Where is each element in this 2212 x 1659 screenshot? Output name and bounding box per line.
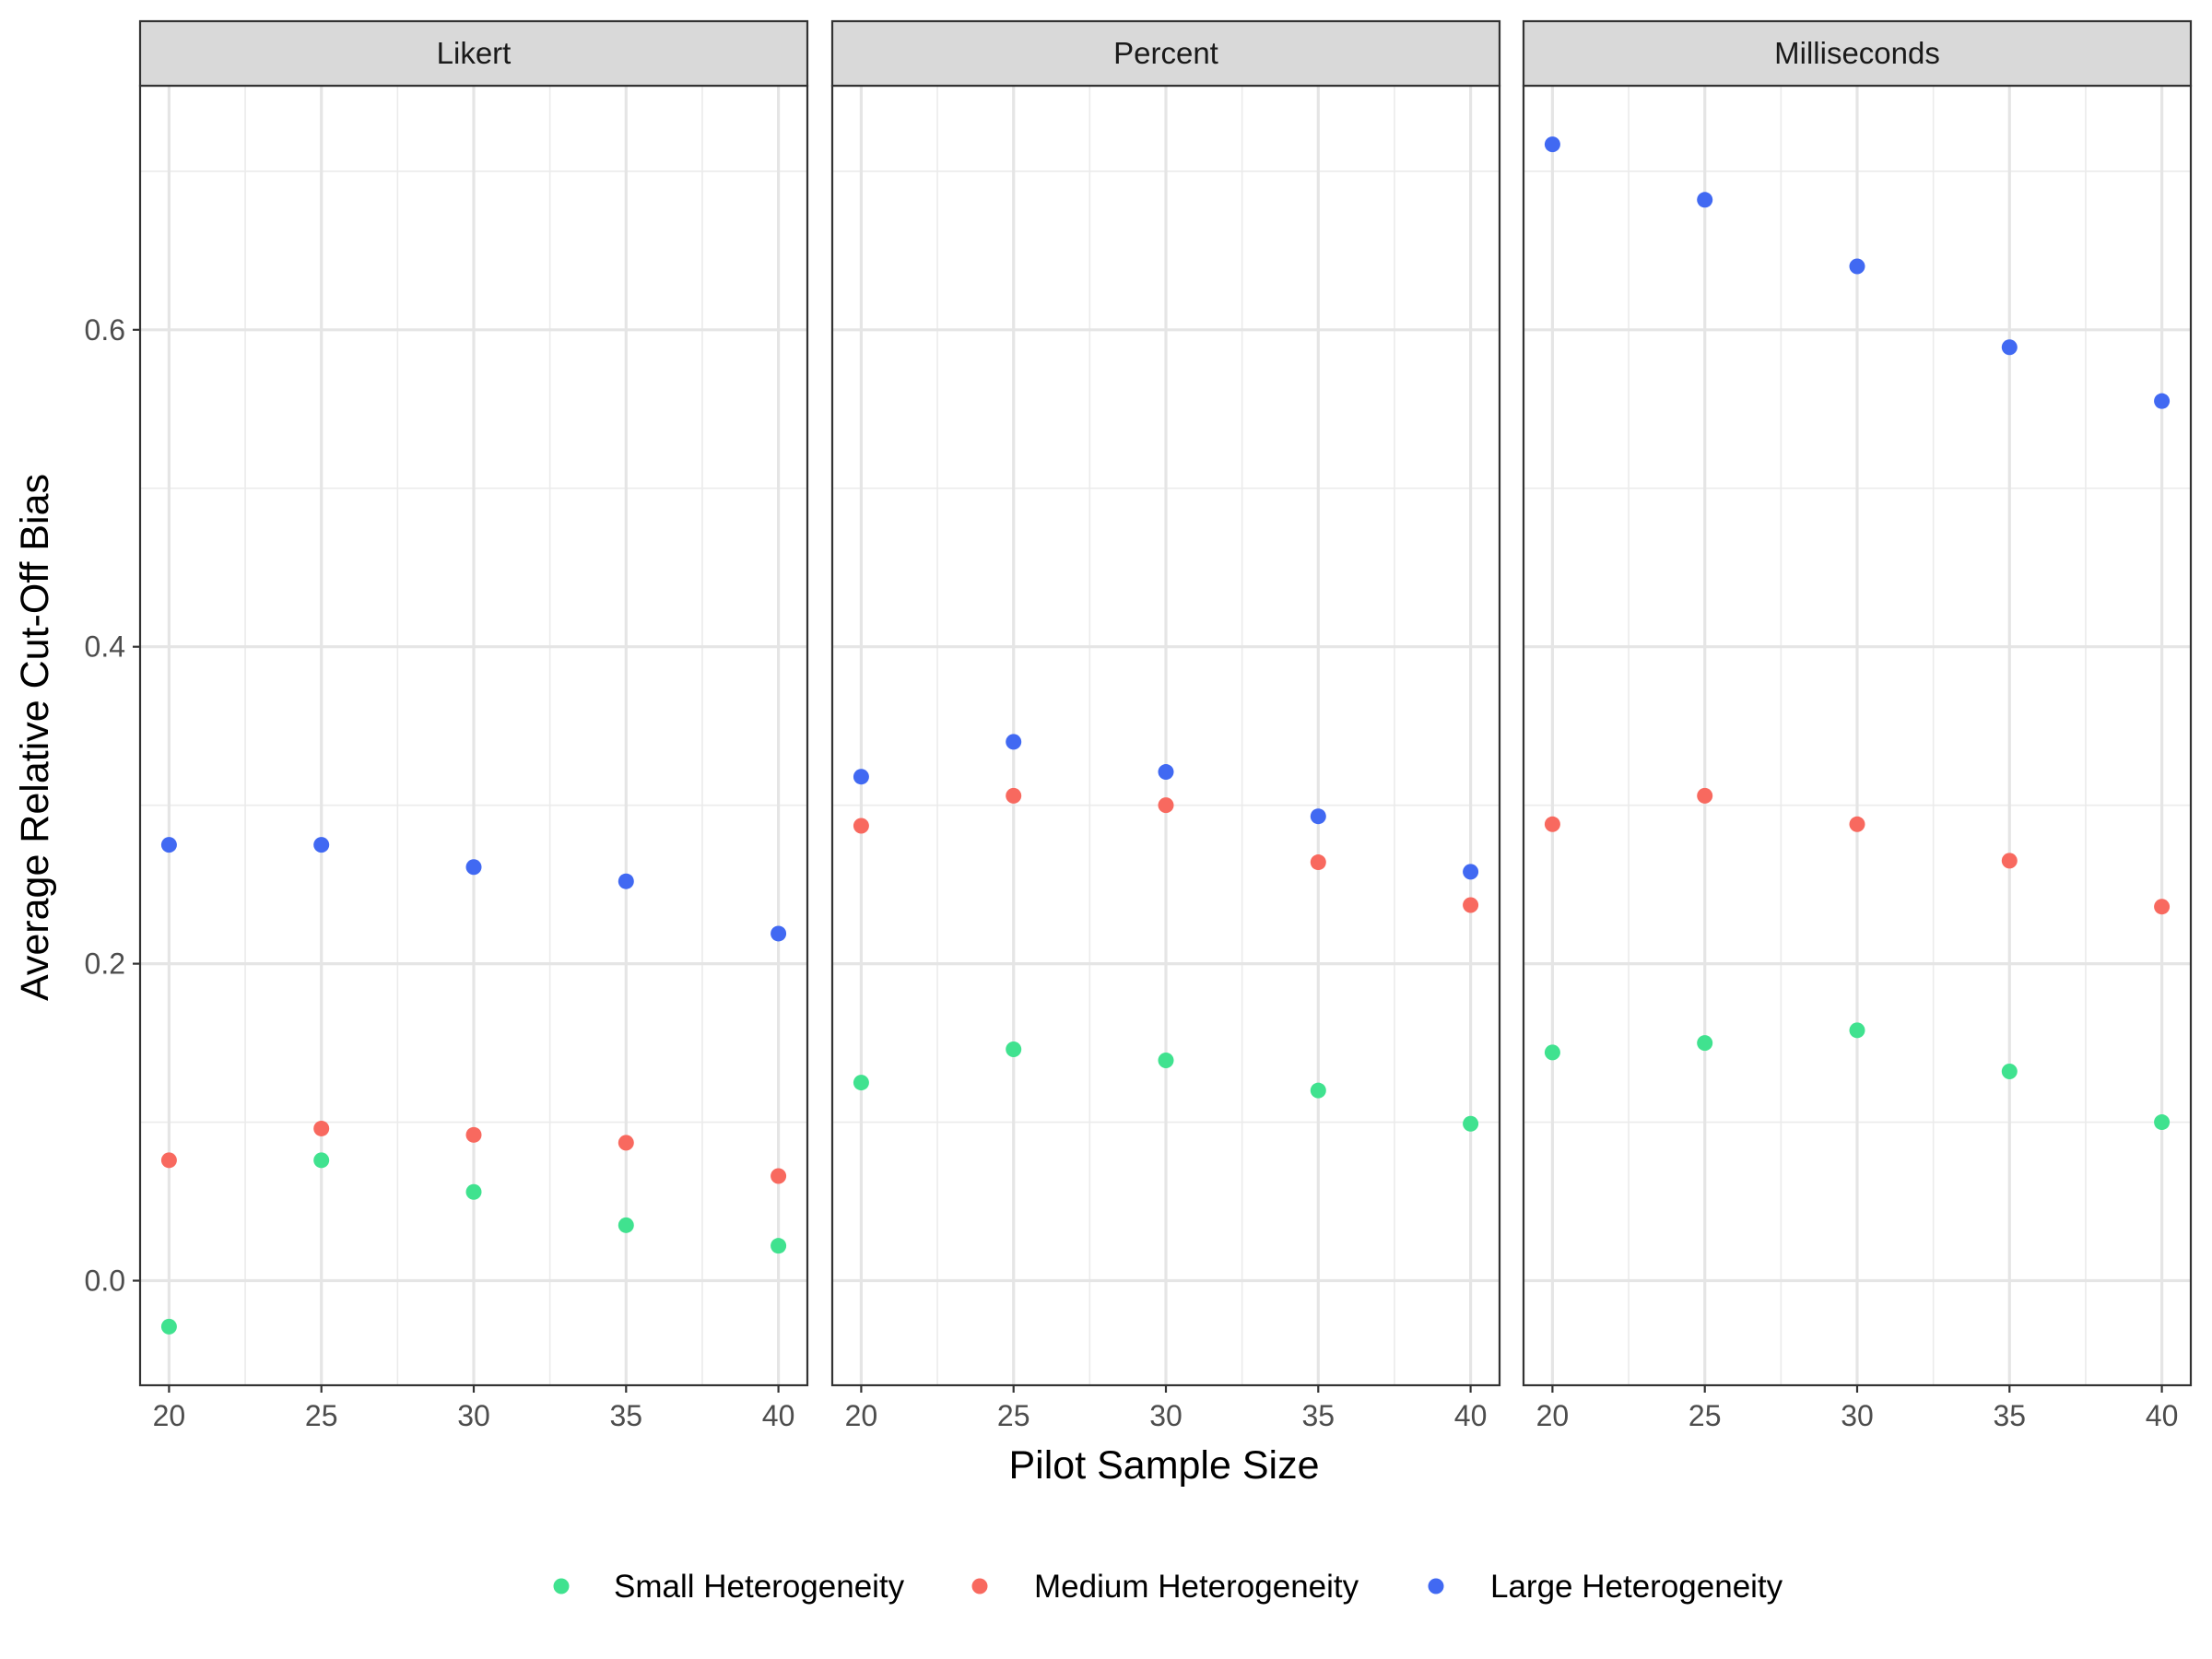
data-point <box>618 873 634 889</box>
x-tick-label: 30 <box>457 1399 490 1432</box>
legend-item: Medium Heterogeneity <box>971 1569 1359 1605</box>
data-point <box>853 769 869 785</box>
legend-key <box>1428 1578 1444 1594</box>
facet-strip <box>1522 19 2193 88</box>
data-point <box>1544 816 1560 832</box>
facet-panels: Likert Percent Milliseconds <box>138 19 2193 1387</box>
x-tick-label: 40 <box>2146 1399 2179 1432</box>
x-tick-label: 30 <box>1149 1399 1182 1432</box>
x-tick-label: 35 <box>1994 1399 2027 1432</box>
facet-strip-label: Likert <box>437 36 512 70</box>
legend-label: Medium Heterogeneity <box>1034 1569 1359 1605</box>
data-point <box>1310 808 1326 825</box>
data-point <box>1849 816 1865 832</box>
data-point <box>465 1126 482 1143</box>
facet-strip <box>830 19 1501 88</box>
x-tick-label: 35 <box>609 1399 642 1432</box>
data-point <box>1544 136 1560 153</box>
data-point <box>160 1152 177 1169</box>
legend-key <box>971 1578 988 1594</box>
data-point <box>1158 1053 1174 1068</box>
x-axis: 20 25 30 35 40 20 25 30 35 40 20 25 30 35 40 <box>153 1385 2179 1432</box>
y-tick-label: 0.4 <box>85 630 125 664</box>
data-point <box>618 1135 634 1151</box>
data-point <box>2154 1114 2171 1131</box>
data-point <box>1463 1115 1479 1132</box>
legend-label: Small Heterogeneity <box>614 1569 905 1605</box>
data-point <box>771 1168 787 1184</box>
legend: Small Heterogeneity Medium Heterogeneity L… <box>553 1569 1783 1605</box>
x-tick-label: 25 <box>997 1399 1030 1432</box>
x-tick-label: 40 <box>1454 1399 1488 1432</box>
x-tick-label: 20 <box>153 1399 186 1432</box>
data-point <box>1006 787 1022 804</box>
data-point <box>1697 787 1713 804</box>
legend-key <box>553 1578 570 1594</box>
data-point <box>313 1120 330 1136</box>
x-tick-label: 40 <box>762 1399 795 1432</box>
data-point <box>1158 797 1174 814</box>
facet-strip <box>138 19 809 88</box>
legend-item: Small Heterogeneity <box>553 1569 905 1605</box>
facet-strip-label: Milliseconds <box>1774 36 1940 70</box>
data-point <box>1310 854 1326 871</box>
data-point <box>771 925 787 942</box>
y-tick-label: 0.2 <box>85 947 125 981</box>
data-point <box>1463 864 1479 880</box>
data-point <box>1697 192 1713 208</box>
legend-item: Large Heterogeneity <box>1428 1569 1783 1605</box>
data-point <box>160 837 177 853</box>
x-tick-label: 25 <box>1688 1399 1722 1432</box>
legend-label: Large Heterogeneity <box>1490 1569 1783 1605</box>
x-tick-label: 20 <box>1536 1399 1570 1432</box>
x-tick-label: 20 <box>845 1399 878 1432</box>
facet-panel: Percent <box>830 19 1501 1387</box>
y-axis-title: Average Relative Cut-Off Bias <box>13 474 57 1001</box>
data-point <box>1006 734 1022 750</box>
data-point <box>1158 764 1174 781</box>
data-point <box>1849 1022 1865 1039</box>
data-point <box>1463 897 1479 913</box>
x-tick-label: 30 <box>1841 1399 1874 1432</box>
data-point <box>2154 899 2171 915</box>
y-tick-label: 0.6 <box>85 313 125 347</box>
data-point <box>1697 1035 1713 1052</box>
data-point <box>1006 1041 1022 1057</box>
data-point <box>2001 1064 2018 1080</box>
data-point <box>2001 339 2018 356</box>
x-tick-label: 35 <box>1301 1399 1335 1432</box>
data-point <box>771 1238 787 1254</box>
data-point <box>1310 1082 1326 1099</box>
data-point <box>2001 853 2018 869</box>
data-point <box>618 1217 634 1233</box>
data-point <box>465 1183 482 1200</box>
facet-panel: Likert <box>138 19 809 1387</box>
data-point <box>160 1318 177 1335</box>
facet-panel: Milliseconds <box>1522 19 2193 1387</box>
y-tick-label: 0.0 <box>85 1265 125 1298</box>
data-point <box>465 859 482 876</box>
facet-strip-label: Percent <box>1113 36 1218 70</box>
y-axis: 0.0 0.2 0.4 0.6 <box>85 313 140 1298</box>
data-point <box>313 837 330 853</box>
data-point <box>313 1152 330 1169</box>
data-point <box>853 1075 869 1091</box>
x-tick-label: 25 <box>305 1399 338 1432</box>
x-axis-title: Pilot Sample Size <box>1009 1443 1320 1488</box>
data-point <box>853 818 869 834</box>
data-point <box>2154 393 2171 409</box>
data-point <box>1849 258 1865 275</box>
data-point <box>1544 1044 1560 1061</box>
